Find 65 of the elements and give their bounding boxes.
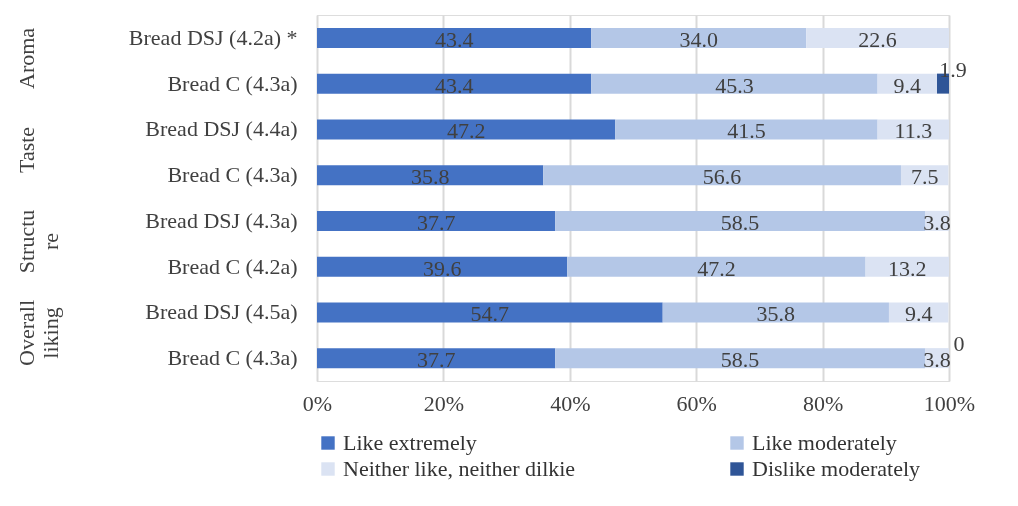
data-label: 54.7	[470, 301, 510, 327]
y-tick-label: Bread DSJ (4.3a)	[145, 207, 298, 233]
text: Structu re	[14, 209, 63, 274]
data-label: 1.9	[939, 56, 967, 82]
text: Overall liking	[14, 299, 63, 366]
data-label: 43.4	[434, 26, 474, 52]
y-tick-label: Bread C (4.3a)	[167, 162, 298, 188]
data-label: 41.5	[727, 118, 766, 144]
x-tick-label: 20%	[423, 390, 465, 416]
x-tick-label: 40%	[550, 390, 591, 416]
bar	[317, 27, 592, 48]
data-label: 39.6	[422, 255, 462, 281]
legend-label: Like extremely	[343, 430, 477, 455]
data-label: 58.5	[720, 209, 760, 235]
y-tick-label: Bread DSJ (4.2a) *	[128, 24, 298, 50]
data-label: 3.8	[923, 209, 951, 235]
text: Aroma	[14, 27, 39, 90]
bar	[317, 302, 663, 323]
data-label: 34.0	[679, 26, 718, 52]
y-tick-label: Bread C (4.3a)	[167, 345, 298, 371]
data-label: 7.5	[910, 164, 939, 190]
data-label: 35.8	[410, 164, 450, 190]
y-tick-label: Bread DSJ (4.5a)	[145, 299, 298, 325]
data-label: 3.8	[923, 347, 951, 373]
legend-label: Neither like, neither dilkie	[343, 456, 576, 481]
data-label: 56.6	[702, 164, 742, 190]
bar	[662, 302, 889, 323]
data-label: 58.5	[720, 347, 760, 373]
data-label: 35.8	[756, 301, 796, 327]
data-label: 11.3	[894, 118, 933, 144]
data-label: 37.7	[416, 209, 456, 235]
bar	[591, 73, 878, 94]
bar	[317, 119, 616, 140]
data-label: 9.4	[893, 72, 922, 98]
data-label: 43.4	[434, 72, 474, 98]
bar	[317, 256, 568, 277]
bar	[317, 73, 592, 94]
bar	[615, 119, 878, 140]
x-tick-label: 60%	[676, 390, 717, 416]
x-tick-label: 0%	[302, 390, 333, 416]
data-label: 45.3	[715, 72, 754, 98]
y-tick-label: Bread C (4.2a)	[167, 253, 298, 279]
bar	[317, 165, 544, 186]
legend-label: Dislike moderately	[752, 456, 921, 481]
bar	[317, 210, 556, 231]
legend-label: Like moderately	[752, 430, 897, 455]
bar	[591, 27, 807, 48]
bar	[806, 27, 949, 48]
data-label: 13.2	[888, 255, 927, 281]
bar	[567, 256, 866, 277]
bar	[555, 348, 925, 369]
data-label: 47.2	[446, 118, 486, 144]
y-tick-label: Bread C (4.3a)	[167, 70, 298, 96]
bar	[543, 165, 901, 186]
data-label: 47.2	[697, 255, 736, 281]
x-tick-label: 80%	[802, 390, 844, 416]
x-tick-label: 100%	[923, 390, 976, 416]
data-label: 22.6	[858, 26, 897, 52]
y-tick-label: Bread DSJ (4.4a)	[145, 116, 298, 142]
data-label: 9.4	[904, 301, 933, 327]
data-label: 37.7	[416, 347, 456, 373]
bar	[555, 210, 925, 231]
data-label: 0	[953, 331, 965, 357]
text: Taste	[14, 126, 39, 174]
bar	[317, 348, 556, 369]
